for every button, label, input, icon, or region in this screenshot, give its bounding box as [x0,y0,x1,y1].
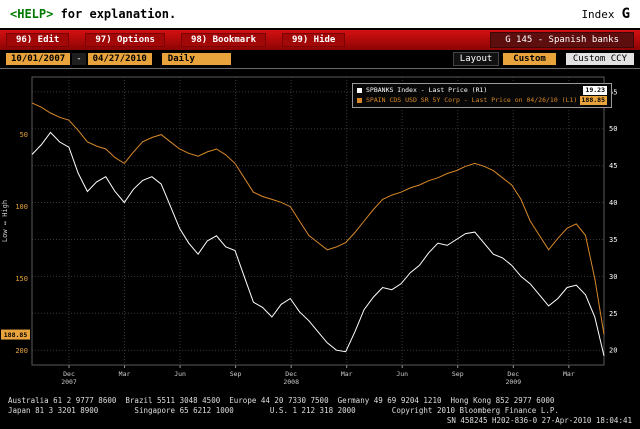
help-hint-text: for explanation. [53,7,177,21]
svg-text:Mar: Mar [341,370,353,378]
svg-text:25: 25 [609,310,617,318]
svg-text:35: 35 [609,236,617,244]
help-key-text: <HELP> [10,7,54,21]
footer-session-info: SN 458245 H202-836-0 27-Apr-2010 18:04:4… [446,416,632,425]
legend-row-spbanks[interactable]: SPBANKS Index - Last Price (R1) 19.23 [357,86,607,95]
chart-toolbar: 10/01/2007 - 04/27/2010 Daily Layout Cus… [0,50,640,69]
legend-value-spain-cds: 188.85 [579,96,607,105]
menu-item-edit[interactable]: 96) Edit [6,33,70,47]
legend-label-spain-cds: SPAIN CDS USD SR 5Y Corp - Last Price on… [366,96,576,104]
svg-text:Mar: Mar [119,370,131,378]
svg-text:2007: 2007 [61,378,77,386]
svg-text:200: 200 [15,347,28,355]
custom-ccy-button[interactable]: Custom CCY [565,53,634,65]
orange-series-swatch-icon [357,98,362,103]
legend-value-spbanks: 19.23 [583,86,607,95]
help-hint: <HELP> for explanation. [10,7,176,21]
date-range-separator: - [72,53,86,65]
security-type-label: Index [581,8,615,21]
svg-text:2008: 2008 [283,378,299,386]
svg-text:Dec: Dec [285,370,297,378]
svg-text:Jun: Jun [174,370,186,378]
svg-text:Low ↔ High: Low ↔ High [1,200,9,242]
menu-item-hide[interactable]: 99) Hide [282,33,346,47]
chart-area[interactable]: 55 50 45 40 35 30 25 20 50 100 150 200 Dec 2007 Mar Jun… [0,69,640,394]
svg-text:Mar: Mar [563,370,575,378]
svg-text:20: 20 [609,347,617,355]
chart-legend: SPBANKS Index - Last Price (R1) 19.23 SP… [352,83,612,108]
bloomberg-footer: Australia 61 2 9777 8600 Brazil 5511 304… [0,394,640,429]
layout-button[interactable]: Layout [452,52,500,66]
legend-row-spain-cds[interactable]: SPAIN CDS USD SR 5Y Corp - Last Price on… [357,96,607,105]
svg-text:Jun: Jun [396,370,408,378]
chart-title: G 145 - Spanish banks [490,32,634,48]
svg-text:50: 50 [20,131,28,139]
footer-phone-line-2: Japan 81 3 3201 8900 Singapore 65 6212 1… [8,406,559,415]
svg-text:100: 100 [15,203,28,211]
menu-item-bookmark[interactable]: 98) Bookmark [180,33,266,47]
layout-custom-dropdown[interactable]: Custom [503,53,556,65]
svg-text:Sep: Sep [452,370,464,378]
svg-text:55: 55 [609,88,617,96]
function-indicator: Index G [581,6,630,22]
footer-phone-line-1: Australia 61 2 9777 8600 Brazil 5511 304… [8,396,555,405]
svg-text:Sep: Sep [230,370,242,378]
period-dropdown[interactable]: Daily [161,53,231,65]
date-from-field[interactable]: 10/01/2007 [6,53,71,65]
white-series-swatch-icon [357,88,362,93]
red-menu-bar: 96) Edit 97) Options 98) Bookmark 99) Hi… [0,30,640,50]
legend-label-spbanks: SPBANKS Index - Last Price (R1) [366,86,488,94]
svg-text:150: 150 [15,275,28,283]
svg-text:188.85: 188.85 [4,331,28,339]
function-mnemonic: G [621,6,630,22]
command-bar: <HELP> for explanation. Index G [0,0,640,30]
svg-text:50: 50 [609,125,617,133]
svg-text:30: 30 [609,273,617,281]
svg-text:40: 40 [609,199,617,207]
svg-text:45: 45 [609,162,617,170]
menu-item-options[interactable]: 97) Options [85,33,165,47]
svg-text:2009: 2009 [505,378,521,386]
svg-text:Dec: Dec [63,370,75,378]
date-to-field[interactable]: 04/27/2010 [87,53,152,65]
svg-text:Dec: Dec [507,370,519,378]
